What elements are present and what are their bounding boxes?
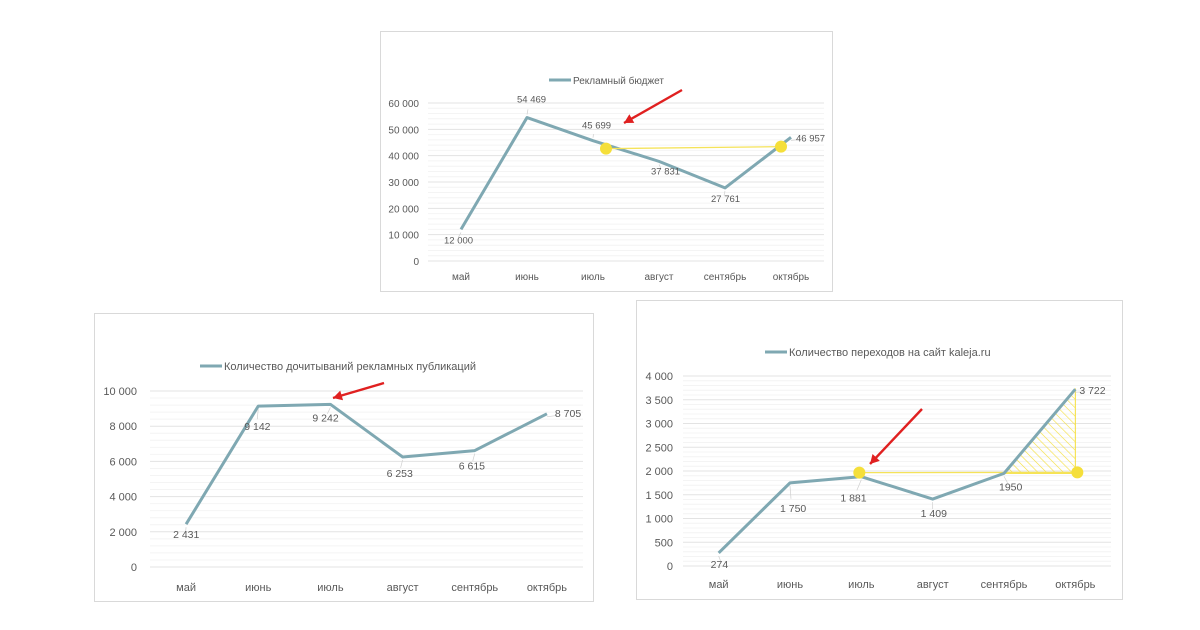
x-tick-label: август: [917, 579, 949, 591]
x-tick-label: июнь: [245, 582, 271, 594]
data-label-leader: [526, 109, 529, 115]
data-label-leader: [789, 485, 792, 499]
ad-reads-chart: 0 2 000 4 000 6 000 8 000 10 000 май июнь июль ав…: [103, 361, 583, 594]
chart-panel-ad-reads: 0 2 000 4 000 6 000 8 000 10 000 май июнь июль ав…: [94, 313, 594, 602]
x-tick-label: август: [387, 582, 419, 594]
legend-label: Количество переходов на сайт kaleja.ru: [789, 347, 991, 359]
x-tick-label: июль: [848, 579, 875, 591]
y-tick-label: 3 500: [645, 395, 673, 407]
series-line: [717, 388, 1077, 555]
data-label-leader: [856, 479, 862, 491]
y-tick-label: 3 000: [645, 419, 673, 431]
red-arrow-head: [870, 454, 880, 464]
x-tick-label: октябрь: [1055, 579, 1095, 591]
y-tick-label: 10 000: [103, 386, 137, 398]
data-label-leader: [256, 409, 259, 420]
data-label-leader: [458, 232, 462, 238]
data-label-leader: [400, 459, 403, 469]
y-tick-label: 40 000: [388, 152, 419, 163]
series-line: [184, 402, 548, 525]
series-line: [459, 116, 792, 231]
x-tick-label: май: [176, 582, 196, 594]
data-label-leader: [546, 415, 557, 418]
chart-panel-site-visits: 0 500 1 000 1 500 2 000 2 500 3 000 3 500 4 000 м…: [636, 300, 1123, 600]
x-tick-label: июль: [581, 272, 605, 283]
red-arrow: [623, 88, 683, 125]
data-label: 45 699: [582, 121, 611, 132]
data-label: 2 431: [173, 529, 199, 541]
data-label: 12 000: [444, 235, 473, 246]
site-visits-chart: 0 500 1 000 1 500 2 000 2 500 3 000 3 500 4 000 м…: [645, 347, 1111, 591]
x-tick-label: июнь: [777, 579, 803, 591]
data-label: 8 705: [555, 408, 581, 420]
y-tick-label: 1 000: [645, 514, 673, 526]
y-tick-label: 0: [413, 257, 419, 268]
y-tick-label: 0: [667, 561, 673, 573]
highlight-marker: [1071, 466, 1084, 479]
data-label-leader: [1003, 476, 1008, 483]
data-label: 46 957: [796, 133, 825, 144]
data-label-leader: [327, 407, 331, 414]
y-tick-label: 4 000: [645, 371, 673, 383]
chart-panel-ad-budget: 0 10 000 20 000 30 000 40 000 50 000 60 000 май…: [380, 31, 833, 292]
y-tick-label: 10 000: [388, 231, 419, 242]
data-label: 1 881: [840, 493, 866, 505]
highlight-marker: [853, 466, 866, 479]
y-tick-label: 4 000: [109, 492, 137, 504]
x-tick-label: сентябрь: [451, 582, 498, 594]
highlight-line: [605, 146, 782, 150]
data-label: 9 242: [312, 412, 338, 424]
data-label: 9 142: [244, 421, 270, 433]
y-tick-label: 1 500: [645, 490, 673, 502]
data-label-leader: [592, 134, 594, 138]
y-tick-label: 0: [131, 562, 137, 574]
y-tick-label: 8 000: [109, 421, 137, 433]
data-label: 54 469: [517, 95, 546, 106]
data-label: 274: [711, 559, 729, 571]
x-tick-label: сентябрь: [704, 271, 747, 283]
ad-budget-chart: 0 10 000 20 000 30 000 40 000 50 000 60 000 май…: [388, 75, 825, 283]
data-label: 3 722: [1079, 385, 1105, 397]
data-label: 6 615: [459, 461, 485, 473]
y-tick-label: 50 000: [388, 125, 419, 136]
y-tick-label: 2 500: [645, 442, 673, 454]
x-tick-label: август: [645, 272, 674, 283]
x-tick-label: май: [452, 272, 470, 283]
red-arrow-head: [333, 390, 344, 401]
y-tick-label: 2 000: [109, 527, 137, 539]
highlight-marker: [775, 140, 787, 153]
data-label-leader: [658, 164, 662, 169]
data-label: 37 831: [651, 166, 680, 177]
data-label-leader: [718, 555, 721, 562]
data-label-leader: [472, 453, 476, 462]
y-tick-label: 60 000: [388, 99, 419, 110]
x-tick-label: июль: [317, 582, 344, 594]
data-label: 1 750: [780, 503, 806, 515]
data-label: 6 253: [387, 468, 413, 480]
y-tick-label: 2 000: [645, 466, 673, 478]
data-label: 27 761: [711, 194, 740, 205]
y-tick-label: 500: [655, 537, 673, 549]
data-label-leader: [790, 139, 800, 141]
y-tick-label: 20 000: [388, 204, 419, 215]
y-tick-label: 30 000: [388, 178, 419, 189]
data-label: 1 409: [921, 508, 947, 520]
x-tick-label: май: [709, 579, 729, 591]
data-label-leader: [723, 190, 726, 196]
x-tick-label: октябрь: [773, 271, 810, 283]
x-tick-label: сентябрь: [981, 579, 1028, 591]
x-tick-label: октябрь: [527, 582, 567, 594]
red-arrow-head: [624, 114, 635, 123]
legend-label: Количество дочитываний рекламных публика…: [224, 361, 476, 373]
legend-label: Рекламный бюджет: [573, 75, 664, 87]
data-label: 1950: [999, 481, 1023, 493]
y-tick-label: 6 000: [109, 456, 137, 468]
highlight-marker: [600, 142, 612, 155]
data-label-leader: [185, 527, 187, 532]
red-arrow: [869, 408, 923, 465]
x-tick-label: июнь: [515, 272, 539, 283]
